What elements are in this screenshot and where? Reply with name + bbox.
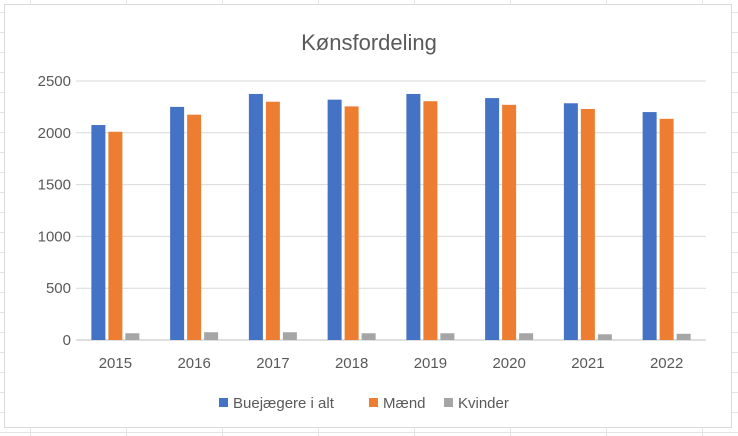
bars: [91, 93, 691, 341]
bar-buejægere-i-alt-2017[interactable]: [248, 93, 263, 340]
bar-mænd-2018[interactable]: [344, 106, 359, 340]
x-tick-label: 2017: [256, 355, 289, 372]
bar-kvinder-2022[interactable]: [676, 333, 691, 340]
bar-mænd-2021[interactable]: [580, 108, 595, 340]
legend-label: Mænd: [383, 395, 426, 412]
x-tick-label: 2019: [414, 355, 447, 372]
bar-mænd-2022[interactable]: [659, 118, 674, 341]
bar-mænd-2016[interactable]: [187, 114, 202, 340]
x-tick-label: 2018: [335, 355, 368, 372]
bar-buejægere-i-alt-2021[interactable]: [563, 103, 578, 340]
bar-buejægere-i-alt-2019[interactable]: [406, 93, 421, 340]
legend-swatch: [444, 398, 453, 407]
bar-mænd-2019[interactable]: [423, 101, 438, 341]
y-tick-label: 2000: [38, 125, 71, 142]
x-tick-label: 2015: [99, 355, 132, 372]
y-tick-label: 500: [46, 280, 71, 297]
y-tick-label: 2500: [38, 73, 71, 90]
x-tick-label: 2020: [492, 355, 525, 372]
x-tick-label: 2022: [650, 355, 683, 372]
legend-swatch: [219, 398, 228, 407]
bar-mænd-2020[interactable]: [502, 104, 517, 340]
bar-buejægere-i-alt-2020[interactable]: [485, 98, 500, 341]
x-axis-ticks: 2015 2016 2017 2018 2019 2020 2021 2022: [99, 355, 684, 372]
legend-swatch: [369, 398, 378, 407]
bar-buejægere-i-alt-2015[interactable]: [91, 125, 106, 340]
x-tick-label: 2021: [571, 355, 604, 372]
bar-kvinder-2020[interactable]: [519, 333, 534, 340]
legend-label: Buejægere i alt: [233, 395, 335, 412]
y-tick-label: 1500: [38, 177, 71, 194]
bar-kvinder-2021[interactable]: [597, 334, 612, 340]
bar-buejægere-i-alt-2018[interactable]: [327, 99, 342, 340]
bar-kvinder-2018[interactable]: [361, 333, 376, 340]
legend-label: Kvinder: [458, 395, 509, 412]
legend: Buejægere i alt Mænd Kvinder: [219, 395, 509, 412]
bar-kvinder-2019[interactable]: [440, 333, 455, 340]
bar-kvinder-2015[interactable]: [125, 333, 140, 340]
bar-kvinder-2017[interactable]: [282, 332, 297, 340]
x-tick-label: 2016: [177, 355, 210, 372]
bar-mænd-2017[interactable]: [265, 101, 280, 340]
y-tick-label: 0: [63, 332, 71, 349]
y-axis-ticks: 0 500 1000 1500 2000 2500: [38, 73, 71, 349]
bar-mænd-2015[interactable]: [108, 131, 123, 340]
chart-area[interactable]: [4, 4, 732, 428]
bar-buejægere-i-alt-2022[interactable]: [642, 112, 657, 340]
bar-buejægere-i-alt-2016[interactable]: [170, 106, 185, 341]
chart-title: Kønsfordeling: [301, 30, 437, 55]
bar-kvinder-2016[interactable]: [204, 332, 219, 340]
y-tick-label: 1000: [38, 228, 71, 245]
